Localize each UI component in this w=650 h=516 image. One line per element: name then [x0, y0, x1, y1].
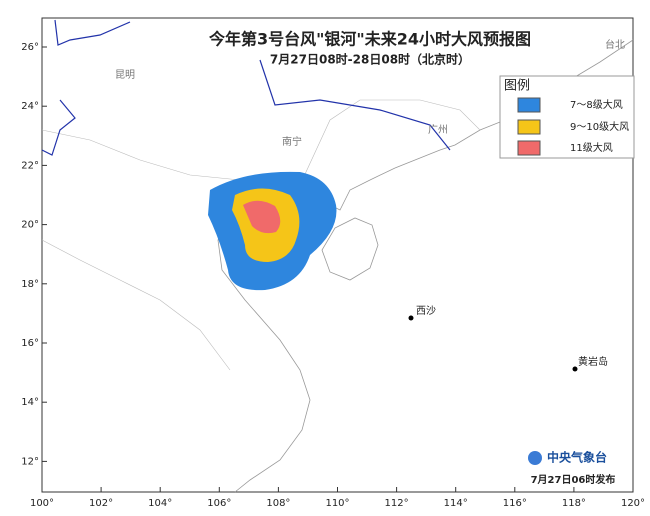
legend-label: 9～10级大风 — [570, 120, 629, 133]
x-tick-label: 108° — [266, 498, 290, 509]
legend-swatch — [517, 119, 541, 135]
legend-label: 11级大风 — [570, 141, 613, 154]
y-tick-label: 18° — [21, 279, 39, 290]
ticks: 100° 102° 104° 106° 108° 110° 112° 114° 116° 118°… — [21, 42, 645, 509]
place: 广州 — [428, 124, 448, 136]
x-tick-label: 118° — [562, 498, 586, 509]
huangyan-point — [572, 366, 578, 372]
x-tick-label: 116° — [503, 498, 527, 509]
y-tick-label: 26° — [21, 42, 39, 53]
title: 今年第3号台风"银河"未来24小时大风预报图 — [208, 30, 531, 49]
x-tick-label: 112° — [385, 498, 409, 509]
y-tick-label: 16° — [21, 338, 39, 349]
agency: 中央气象台 — [547, 450, 607, 465]
y-tick-label: 24° — [21, 101, 39, 112]
wind-zones — [208, 171, 337, 291]
issued: 7月27日06时发布 — [531, 473, 616, 486]
y-tick-label: 14° — [21, 397, 39, 408]
x-tick-label: 106° — [207, 498, 231, 509]
legend-title: 图例 — [504, 79, 530, 94]
legend-label: 7～8级大风 — [570, 98, 623, 111]
zone-11 — [243, 200, 281, 234]
legend-swatch — [517, 97, 541, 113]
y-tick-label: 20° — [21, 220, 39, 231]
y-tick-label: 22° — [21, 160, 39, 171]
x-tick-label: 104° — [148, 498, 172, 509]
place: 西沙 — [416, 305, 436, 317]
place: 昆明 — [115, 69, 135, 81]
legend-swatch — [517, 140, 541, 156]
logo — [528, 451, 542, 465]
place: 南宁 — [282, 135, 302, 148]
rivers — [41, 19, 451, 156]
subtitle: 7月27日08时-28日08时（北京时） — [270, 52, 470, 67]
place: 台北 — [605, 38, 625, 51]
x-tick-label: 110° — [325, 498, 349, 509]
x-tick-label: 100° — [30, 498, 54, 509]
xisha-point — [408, 315, 414, 321]
y-tick-label: 12° — [21, 456, 39, 467]
place: 黄岩岛 — [578, 355, 608, 368]
x-tick-label: 114° — [444, 498, 468, 509]
x-tick-label: 120° — [621, 498, 645, 509]
x-tick-label: 102° — [89, 498, 113, 509]
